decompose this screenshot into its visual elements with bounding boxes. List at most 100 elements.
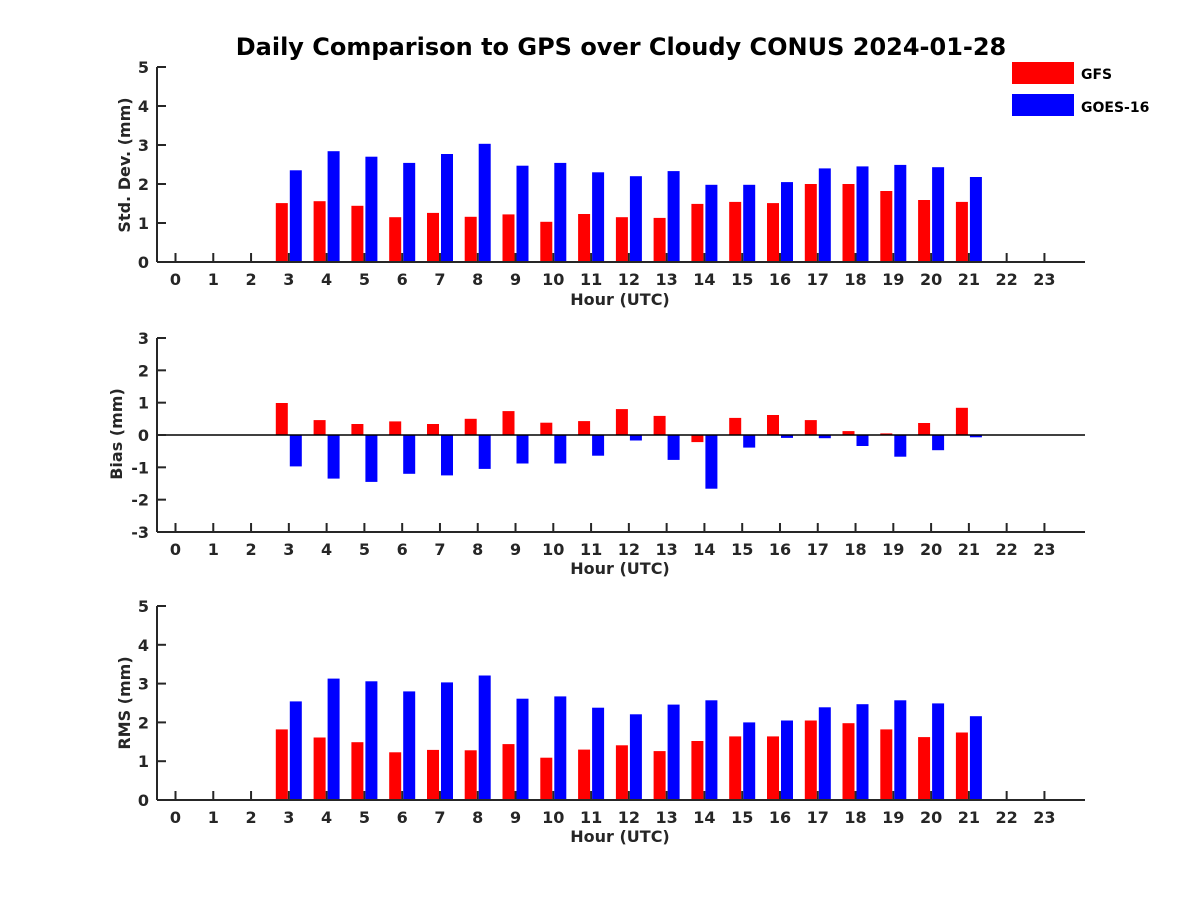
x-tick-label: 8: [472, 270, 483, 289]
legend-swatch-goes16: [1012, 94, 1074, 116]
y-axis-label-bias: Bias (mm): [107, 388, 126, 480]
y-tick-label: 2: [138, 175, 149, 194]
bar-gfs-16: [767, 203, 779, 262]
x-tick-label: 11: [580, 808, 602, 827]
y-tick-label: 3: [138, 329, 149, 348]
bar-gfs-13: [653, 415, 666, 435]
x-tick-label: 1: [208, 270, 219, 289]
x-tick-label: 20: [920, 540, 942, 559]
bar-goes16-6: [403, 691, 416, 800]
bar-goes16-16: [781, 182, 793, 262]
bar-gfs-5: [351, 424, 364, 435]
y-tick-label: 1: [138, 752, 149, 771]
bar-goes16-4: [327, 435, 340, 479]
bar-goes16-13: [667, 171, 680, 262]
x-tick-label: 19: [882, 808, 904, 827]
bar-goes16-12: [629, 176, 642, 262]
x-tick-label: 8: [472, 540, 483, 559]
bar-gfs-9: [502, 214, 515, 262]
x-tick-label: 12: [618, 270, 640, 289]
bar-goes16-9: [516, 435, 529, 464]
x-tick-label: 4: [321, 540, 332, 559]
bar-gfs-11: [578, 214, 591, 262]
bar-gfs-6: [389, 421, 402, 435]
x-tick-label: 16: [769, 808, 791, 827]
bar-goes16-16: [781, 435, 793, 438]
bar-gfs-4: [313, 420, 326, 435]
x-tick-label: 22: [996, 808, 1018, 827]
x-tick-label: 21: [958, 808, 980, 827]
bar-gfs-18: [842, 723, 855, 800]
bar-gfs-16: [767, 415, 779, 435]
bar-goes16-14: [705, 184, 718, 262]
bar-gfs-9: [502, 744, 515, 800]
x-tick-label: 14: [693, 270, 715, 289]
x-tick-label: 11: [580, 540, 602, 559]
y-tick-label: 2: [138, 361, 149, 380]
x-axis-label-rms: Hour (UTC): [570, 827, 670, 846]
bar-gfs-21: [955, 407, 968, 435]
x-tick-label: 19: [882, 270, 904, 289]
x-tick-label: 0: [170, 270, 181, 289]
bar-goes16-4: [327, 151, 340, 262]
bar-gfs-19: [880, 191, 893, 262]
bar-goes16-17: [818, 707, 831, 800]
bar-goes16-19: [894, 164, 907, 262]
bar-gfs-18: [842, 431, 855, 435]
bar-goes16-8: [478, 675, 491, 800]
x-tick-label: 1: [208, 808, 219, 827]
y-tick-label: 5: [138, 58, 149, 77]
bar-goes16-18: [856, 435, 869, 446]
y-tick-label: 5: [138, 597, 149, 616]
y-tick-label: 0: [138, 253, 149, 272]
x-tick-label: 16: [769, 270, 791, 289]
x-tick-label: 7: [434, 808, 445, 827]
bar-gfs-20: [918, 737, 931, 800]
x-tick-label: 9: [510, 270, 521, 289]
y-axis-label-rms: RMS (mm): [115, 656, 134, 749]
legend-label-goes16: GOES-16: [1081, 100, 1149, 116]
bar-gfs-7: [427, 424, 439, 435]
legend-swatch-gfs: [1012, 62, 1074, 84]
y-tick-label: -2: [131, 491, 149, 510]
bar-gfs-10: [540, 757, 553, 800]
bar-goes16-15: [743, 435, 756, 448]
bar-goes16-20: [932, 167, 945, 262]
y-tick-label: 0: [138, 426, 149, 445]
x-tick-label: 18: [844, 808, 866, 827]
bar-goes16-3: [289, 435, 302, 467]
bar-gfs-7: [427, 212, 439, 262]
x-tick-label: 9: [510, 808, 521, 827]
x-tick-label: 20: [920, 270, 942, 289]
bar-gfs-14: [691, 741, 704, 800]
x-tick-label: 6: [397, 540, 408, 559]
x-tick-label: 1: [208, 540, 219, 559]
bar-gfs-10: [540, 422, 553, 435]
x-tick-label: 12: [618, 540, 640, 559]
bar-goes16-19: [894, 435, 907, 457]
bar-goes16-10: [554, 696, 567, 800]
y-tick-label: 3: [138, 675, 149, 694]
x-tick-label: 13: [656, 808, 678, 827]
bar-gfs-4: [313, 201, 326, 262]
x-tick-label: 0: [170, 808, 181, 827]
bar-gfs-12: [615, 409, 628, 435]
bar-gfs-17: [804, 720, 817, 800]
bar-goes16-15: [743, 184, 756, 262]
bar-gfs-6: [389, 752, 402, 800]
bar-gfs-21: [955, 201, 968, 262]
y-tick-label: 4: [138, 97, 149, 116]
x-tick-label: 12: [618, 808, 640, 827]
x-axis-label-bias: Hour (UTC): [570, 559, 670, 578]
x-tick-label: 4: [321, 270, 332, 289]
bar-goes16-18: [856, 166, 869, 262]
bar-goes16-7: [441, 682, 453, 800]
bar-goes16-12: [629, 714, 642, 800]
x-tick-label: 20: [920, 808, 942, 827]
x-tick-label: 6: [397, 808, 408, 827]
x-tick-label: 0: [170, 540, 181, 559]
y-axis-label-std-dev: Std. Dev. (mm): [115, 97, 134, 232]
x-tick-label: 11: [580, 270, 602, 289]
